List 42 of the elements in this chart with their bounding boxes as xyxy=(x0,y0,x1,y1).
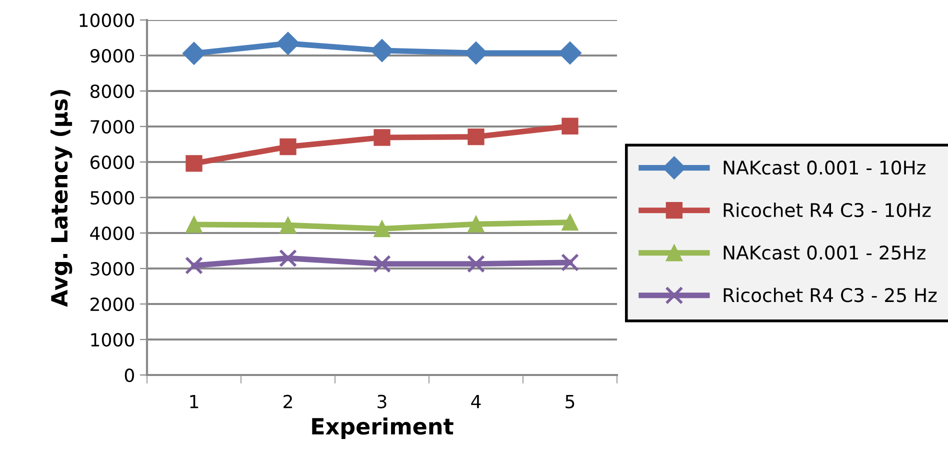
point xyxy=(276,32,300,55)
y-tick-label: 6000 xyxy=(90,155,134,170)
legend-label: Ricochet R4 C3 - 10Hz xyxy=(724,202,931,218)
x-tick-label: 1 xyxy=(190,395,198,408)
point xyxy=(280,138,296,156)
legend-label: NAKcast 0.001 - 25Hz xyxy=(724,246,926,260)
point xyxy=(464,42,488,65)
point xyxy=(370,39,394,62)
point xyxy=(562,214,578,231)
y-axis-title: Avg. Latency (µs) xyxy=(50,90,72,307)
y-tick-label: 3000 xyxy=(90,262,134,276)
y-tick-label: 2000 xyxy=(90,297,134,312)
point xyxy=(466,254,486,273)
x-axis-title: Experiment xyxy=(312,417,454,439)
y-tick-label: 7000 xyxy=(90,120,134,134)
y-tick-label: 0 xyxy=(124,368,134,382)
y-tick-label: 5000 xyxy=(90,190,134,205)
point xyxy=(560,253,580,272)
point xyxy=(182,42,206,65)
point xyxy=(468,128,484,146)
point xyxy=(184,256,204,275)
point xyxy=(186,155,202,172)
y-tick-label: 9000 xyxy=(90,48,134,63)
x-tick-label: 4 xyxy=(471,395,481,408)
y-tick-label: 1000 xyxy=(91,332,134,347)
point xyxy=(562,118,578,134)
y-tick-label: 4000 xyxy=(90,226,134,240)
point xyxy=(374,129,390,146)
y-tick-label: 10000 xyxy=(80,13,134,28)
x-tick-label: 2 xyxy=(284,394,292,408)
point xyxy=(280,216,296,234)
point xyxy=(278,249,298,268)
point xyxy=(468,216,484,232)
legend-label: Ricochet R4 C3 - 25 Hz xyxy=(724,288,937,302)
point xyxy=(558,42,582,65)
x-tick-label: 3 xyxy=(378,394,386,408)
x-tick-label: 5 xyxy=(566,395,574,408)
point xyxy=(186,216,202,233)
point xyxy=(372,254,392,273)
point xyxy=(374,220,390,238)
y-tick-label: 8000 xyxy=(90,84,134,98)
legend-label: NAKcast 0.001 - 10Hz xyxy=(724,160,926,175)
